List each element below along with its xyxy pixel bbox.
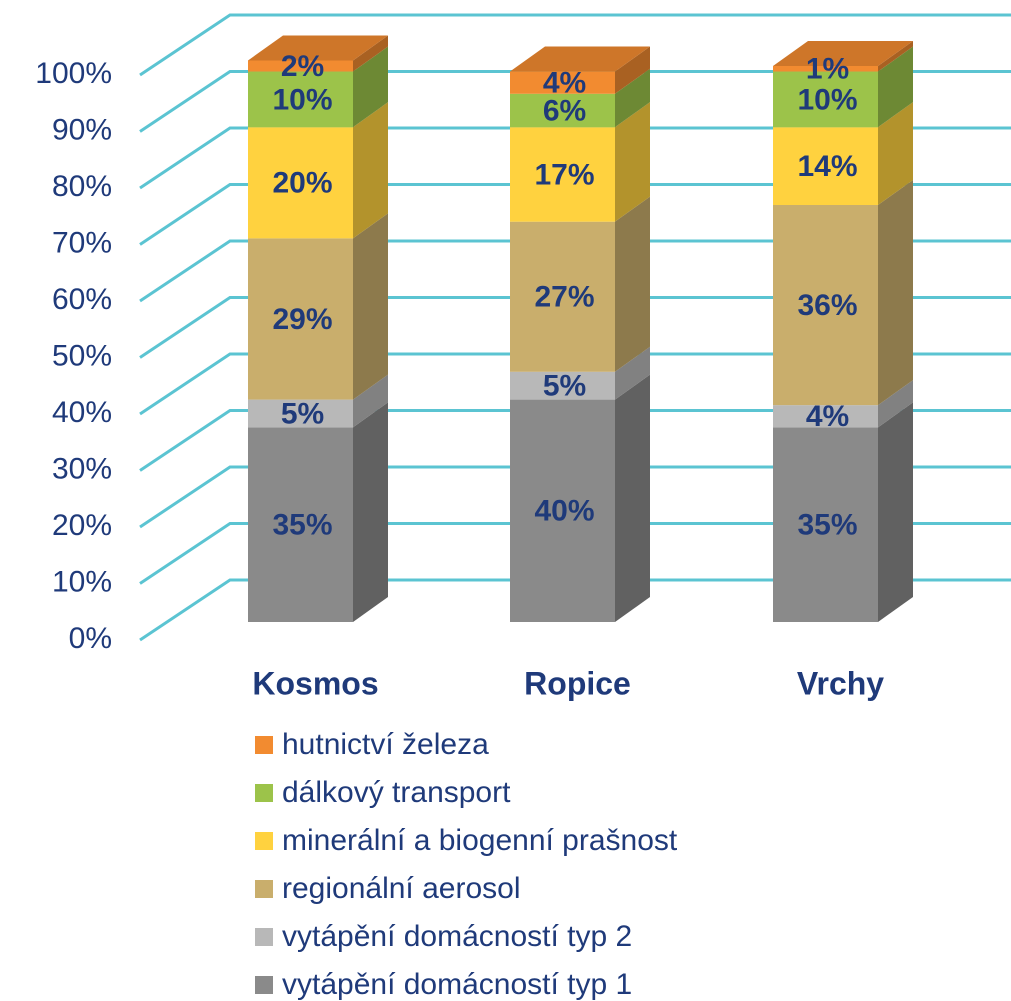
value-label: 4% [806,400,849,433]
legend-label: dálkový transport [282,776,511,809]
bar-segment [248,71,353,128]
grid-line [139,296,1011,359]
bar-side [878,402,913,622]
bar-side [878,46,913,128]
bar-side [353,374,388,428]
bar-side [615,196,650,372]
value-label: 5% [543,370,586,403]
value-label: 27% [534,281,594,314]
bar-segment [773,205,878,406]
bar-side [878,41,913,72]
value-label: 17% [534,158,594,191]
bar-side [615,374,650,622]
grid-line [139,352,1011,416]
legend-swatch [255,880,273,898]
grid-line [139,13,1011,77]
value-label: 35% [797,509,857,542]
grid-line [139,522,1011,585]
bar-segment [248,238,353,400]
grid-line [139,239,1011,303]
grid-line [139,409,1011,472]
y-tick-label: 10% [52,565,112,598]
bar-side [353,213,388,400]
value-label: 1% [806,53,849,86]
bar-side [353,35,388,72]
grid-line [139,70,1011,133]
legend-swatch [255,928,273,946]
y-tick-label: 80% [52,170,112,203]
bar-side [615,68,650,128]
y-tick-label: 20% [52,509,112,542]
bar-segment [773,405,878,428]
legend-label: hutnictví železa [282,728,489,761]
y-tick-label: 100% [35,57,112,90]
value-label: 2% [281,50,324,83]
bar-side [615,46,650,94]
value-label: 10% [272,83,332,116]
value-label: 10% [797,83,857,116]
legend-swatch [255,784,273,802]
bar-side [353,102,388,239]
bar-segment [248,60,353,72]
legend-swatch [255,736,273,754]
value-label: 40% [534,495,594,528]
bar-segment [510,371,615,400]
bar-segment [773,127,878,205]
bar-segment [248,127,353,239]
bar-segment [773,427,878,622]
value-label: 29% [272,303,332,336]
value-label: 36% [797,289,857,322]
y-tick-label: 30% [52,452,112,485]
grid-line [139,126,1011,190]
y-tick-label: 90% [52,113,112,146]
y-tick-label: 40% [52,396,112,429]
legend-swatch [255,976,273,994]
legend-swatch [255,832,273,850]
y-tick-label: 70% [52,226,112,259]
value-label: 4% [543,67,586,100]
grid-line [139,578,1011,642]
grid-line [139,183,1011,246]
legend-label: vytápění domácností typ 1 [282,968,632,1001]
bar-segment [510,127,615,222]
x-tick-label: Kosmos [252,665,378,701]
bar-segment [510,71,615,94]
value-label: 6% [543,94,586,127]
bar-side [878,180,913,406]
bar-segment [510,221,615,372]
bar-side [353,46,388,128]
legend-label: vytápění domácností typ 2 [282,920,632,953]
y-tick-label: 0% [69,622,112,655]
grid-line [139,465,1011,529]
value-label: 35% [272,509,332,542]
bar-segment [248,427,353,622]
value-label: 14% [797,150,857,183]
value-label: 5% [281,397,324,430]
x-tick-label: Ropice [524,665,631,701]
bar-segment [773,71,878,128]
value-label: 20% [272,167,332,200]
legend-label: minerální a biogenní prašnost [282,824,678,857]
bar-top [248,35,388,61]
bar-side [615,346,650,400]
bar-segment [248,399,353,428]
bar-segment [510,93,615,128]
legend-label: regionální aerosol [282,872,521,905]
bar-top [510,46,650,72]
bar-side [353,402,388,622]
y-tick-label: 60% [52,283,112,316]
y-tick-label: 50% [52,339,112,372]
bar-segment [510,399,615,622]
bar-side [878,102,913,205]
bar-top [773,41,913,66]
bar-side [878,380,913,428]
bar-segment [773,66,878,72]
bar-side [615,102,650,222]
x-tick-label: Vrchy [797,665,884,701]
